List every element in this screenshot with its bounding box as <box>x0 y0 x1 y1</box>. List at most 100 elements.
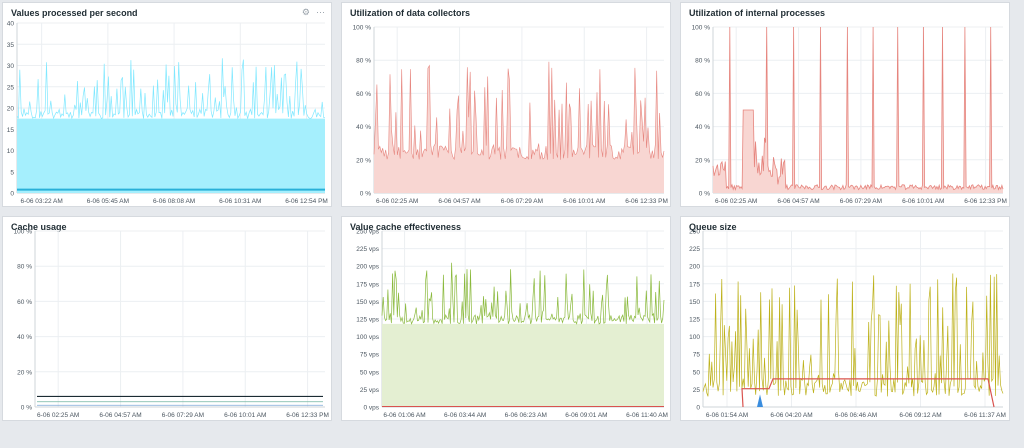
x-tick-label: 6-06 06:46 AM <box>835 412 877 419</box>
y-tick-label: 20 <box>7 106 15 113</box>
x-tick-label: 6-06 12:54 PM <box>285 198 328 205</box>
y-tick-label: 25 <box>7 84 15 91</box>
y-tick-label: 200 <box>689 264 700 271</box>
more-icon[interactable]: ⋯ <box>316 7 325 17</box>
series-line <box>712 26 1004 192</box>
y-tick-label: 60 % <box>695 91 710 98</box>
x-tick-label: 6-06 06:23 AM <box>505 412 547 419</box>
y-tick-label: 35 <box>7 42 15 49</box>
y-tick-label: 175 vps <box>356 281 380 288</box>
chart-value-cache[interactable]: 0 vps 25 vps 50 vps 75 vps 100 vps 125 vps 150… <box>342 217 672 422</box>
x-tick-label: 6-06 09:12 AM <box>899 412 941 419</box>
y-tick-label: 0 vps <box>363 405 379 412</box>
x-tick-label: 6-06 01:06 AM <box>383 412 425 419</box>
widget-title: Utilization of data collectors <box>350 8 471 18</box>
x-tick-label: 6-06 01:54 AM <box>706 412 748 419</box>
x-tick-label: 6-06 03:44 AM <box>444 412 486 419</box>
x-tick-label: 6-06 07:29 AM <box>840 198 882 205</box>
series-area <box>713 27 1003 193</box>
x-tick-label: 6-06 10:31 AM <box>219 198 261 205</box>
x-tick-label: 6-06 03:22 AM <box>20 198 62 205</box>
y-tick-label: 60 % <box>356 91 371 98</box>
y-tick-label: 0 % <box>21 405 32 412</box>
chart-queue-size[interactable]: 0 25 50 75 100 125 150 175 200 225 250 6-06 01:54 A… <box>681 217 1011 422</box>
y-tick-label: 15 <box>7 127 15 134</box>
y-tick-label: 125 <box>689 317 700 324</box>
series-line <box>381 262 665 325</box>
series-line <box>702 273 1004 397</box>
chart-cache-usage[interactable]: 0 % 20 % 40 % 60 % 80 % 100 % 6-06 02:25 AM 6-0… <box>3 217 333 422</box>
chart-values-processed[interactable]: 0 5 10 15 20 25 30 35 40 6-06 03:22 AM 6-06 05:45 … <box>3 3 333 208</box>
y-tick-label: 175 <box>689 281 700 288</box>
y-tick-label: 225 vps <box>356 246 380 253</box>
widget-title: Queue size <box>689 222 737 232</box>
y-tick-label: 20 % <box>695 157 710 164</box>
y-tick-label: 25 vps <box>360 387 380 394</box>
y-tick-label: 100 vps <box>356 334 380 341</box>
widget-title: Cache usage <box>11 222 67 232</box>
chart-data-collectors[interactable]: 0 % 20 % 40 % 60 % 80 % 100 % 6-06 02:25 AM 6-0… <box>342 3 672 208</box>
y-tick-label: 225 <box>689 246 700 253</box>
y-tick-label: 50 vps <box>360 369 380 376</box>
series-spike <box>757 394 763 407</box>
series-line-2 <box>741 378 995 408</box>
y-tick-label: 100 % <box>692 25 711 32</box>
y-tick-label: 125 vps <box>356 317 380 324</box>
y-tick-label: 0 % <box>360 191 371 198</box>
series-area <box>17 118 325 193</box>
x-tick-label: 6-06 02:25 AM <box>37 412 79 419</box>
widget-title: Value cache effectiveness <box>350 222 462 232</box>
x-tick-label: 6-06 02:25 AM <box>715 198 757 205</box>
x-tick-label: 6-06 04:57 AM <box>777 198 819 205</box>
gear-icon[interactable]: ⚙ <box>301 7 310 17</box>
y-tick-label: 25 <box>693 387 701 394</box>
x-tick-label: 6-06 02:25 AM <box>376 198 418 205</box>
y-tick-label: 250 <box>689 229 700 236</box>
y-tick-label: 40 % <box>17 334 32 341</box>
widget-internal-processes: Utilization of internal processes 0 % 20 … <box>680 2 1010 207</box>
widget-title: Values processed per second <box>11 8 138 18</box>
y-tick-label: 0 <box>696 405 700 412</box>
x-tick-label: 6-06 07:29 AM <box>501 198 543 205</box>
y-tick-label: 0 <box>10 191 14 198</box>
y-tick-label: 150 vps <box>356 299 380 306</box>
x-tick-label: 6-06 12:33 PM <box>964 198 1007 205</box>
series-area <box>382 323 664 407</box>
chart-internal-processes[interactable]: 0 % 20 % 40 % 60 % 80 % 100 % 6-06 02:25 AM 6-0… <box>681 3 1011 208</box>
x-tick-label: 6-06 09:01 AM <box>565 412 607 419</box>
widget-controls: ⚙ ⋯ <box>302 7 325 17</box>
y-tick-label: 20 % <box>356 157 371 164</box>
widget-values-processed: Values processed per second ⚙ ⋯ 0 5 10 15 20… <box>2 2 332 207</box>
y-tick-label: 100 % <box>14 229 33 236</box>
y-tick-label: 100 % <box>353 25 372 32</box>
y-tick-label: 75 <box>693 352 701 359</box>
y-tick-label: 250 vps <box>356 229 380 236</box>
y-tick-label: 50 <box>693 369 701 376</box>
y-tick-label: 40 % <box>695 124 710 131</box>
x-tick-label: 6-06 04:20 AM <box>770 412 812 419</box>
x-tick-label: 6-06 04:57 AM <box>438 198 480 205</box>
y-tick-label: 100 <box>689 334 700 341</box>
x-tick-label: 6-06 07:29 AM <box>162 412 204 419</box>
x-tick-label: 6-06 10:01 AM <box>224 412 266 419</box>
x-tick-label: 6-06 10:01 AM <box>902 198 944 205</box>
widget-value-cache: Value cache effectiveness 0 vps 25 vps 50 … <box>341 216 671 421</box>
widget-title: Utilization of internal processes <box>689 8 826 18</box>
y-tick-label: 75 vps <box>360 352 380 359</box>
y-tick-label: 40 % <box>356 124 371 131</box>
y-tick-label: 30 <box>7 63 15 70</box>
series-area <box>374 61 664 193</box>
y-tick-label: 80 % <box>695 58 710 65</box>
y-tick-label: 60 % <box>17 299 32 306</box>
y-tick-label: 40 <box>7 21 15 28</box>
x-tick-label: 6-06 12:33 PM <box>625 198 668 205</box>
x-tick-label: 6-06 11:40 AM <box>626 412 668 419</box>
widget-cache-usage: Cache usage 0 % 20 % 40 % 60 % 80 % 100 % 6-06… <box>2 216 332 421</box>
y-tick-label: 150 <box>689 299 700 306</box>
y-tick-label: 200 vps <box>356 264 380 271</box>
x-tick-label: 6-06 10:01 AM <box>563 198 605 205</box>
series-line <box>373 61 665 161</box>
y-tick-label: 5 <box>10 169 14 176</box>
x-tick-label: 6-06 05:45 AM <box>87 198 129 205</box>
y-tick-label: 80 % <box>356 58 371 65</box>
